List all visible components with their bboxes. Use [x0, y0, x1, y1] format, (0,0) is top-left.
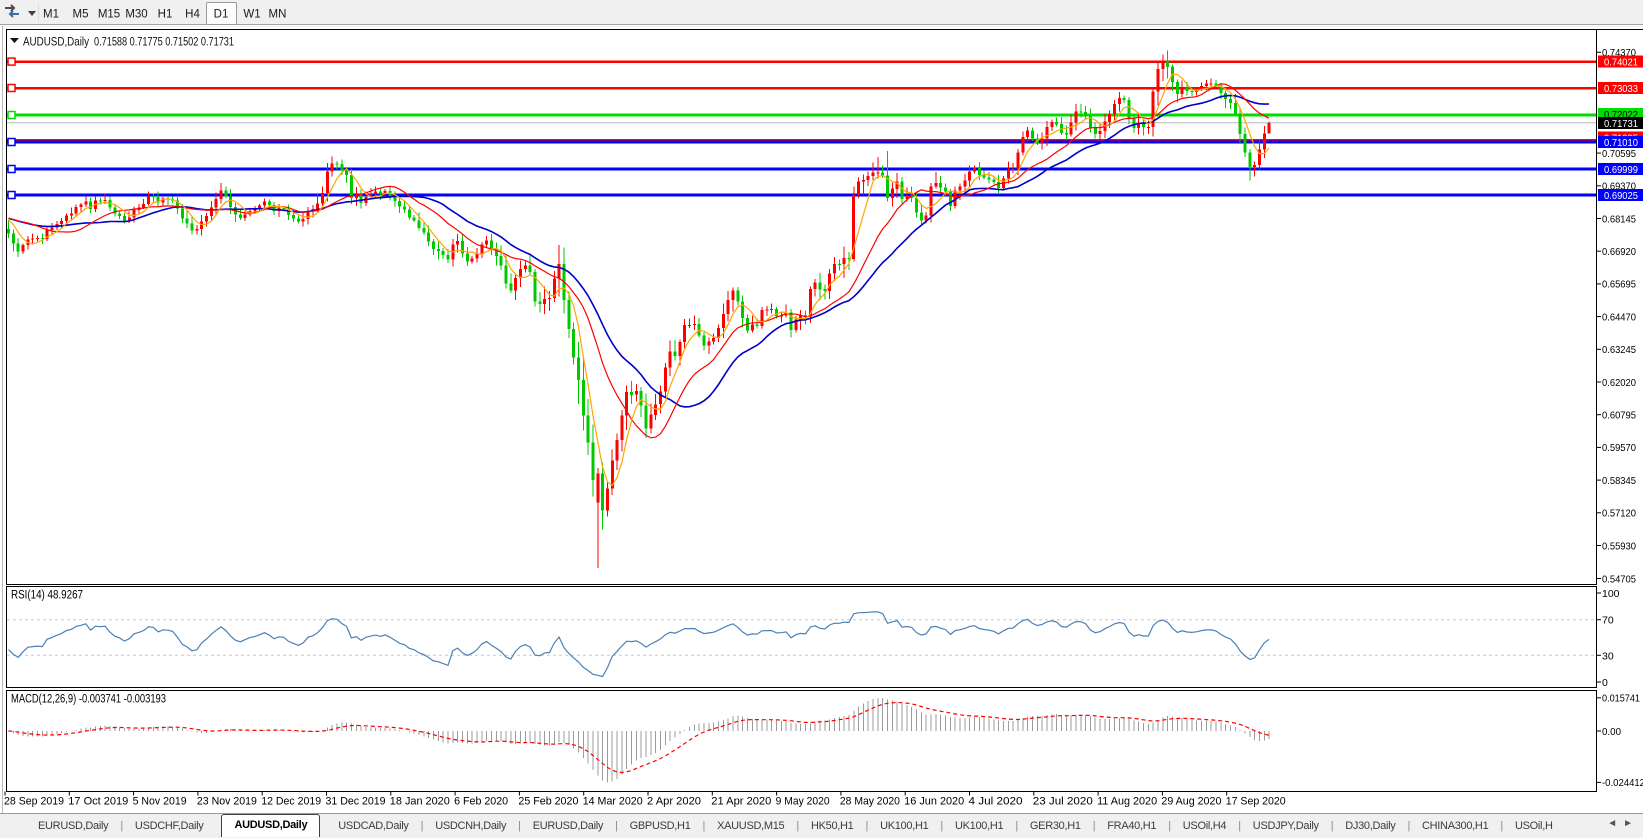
svg-text:30: 30 — [1602, 650, 1614, 662]
svg-text:M5: M5 — [73, 9, 89, 21]
svg-text:0.60795: 0.60795 — [1602, 410, 1636, 422]
svg-text:0.69025: 0.69025 — [1604, 190, 1638, 202]
svg-text:AUDUSD,Daily: AUDUSD,Daily — [23, 35, 90, 49]
svg-text:70: 70 — [1602, 615, 1614, 627]
svg-text:0.71588 0.71775 0.71502 0.7173: 0.71588 0.71775 0.71502 0.71731 — [94, 35, 234, 49]
svg-text:16 Jun 2020: 16 Jun 2020 — [904, 796, 964, 808]
svg-text:0.66920: 0.66920 — [1602, 246, 1636, 258]
svg-text:31 Dec 2019: 31 Dec 2019 — [326, 796, 386, 808]
svg-text:100: 100 — [1602, 588, 1620, 600]
svg-text:M30: M30 — [125, 9, 147, 21]
svg-text:MACD(12,26,9) -0.003741 -0.003: MACD(12,26,9) -0.003741 -0.003193 — [11, 694, 166, 706]
svg-text:MN: MN — [269, 9, 287, 21]
svg-text:0.62020: 0.62020 — [1602, 377, 1636, 389]
svg-text:0.55930: 0.55930 — [1602, 540, 1636, 552]
svg-text:0.68145: 0.68145 — [1602, 213, 1636, 225]
svg-text:D1: D1 — [214, 9, 229, 21]
svg-text:0.73033: 0.73033 — [1604, 83, 1638, 95]
svg-text:0.63245: 0.63245 — [1602, 344, 1636, 356]
svg-text:11 Aug 2020: 11 Aug 2020 — [1097, 796, 1157, 808]
svg-text:23 Jul 2020: 23 Jul 2020 — [1033, 796, 1093, 808]
svg-text:RSI(14) 48.9267: RSI(14) 48.9267 — [11, 590, 83, 602]
svg-text:0.71731: 0.71731 — [1604, 118, 1638, 130]
svg-text:W1: W1 — [243, 9, 260, 21]
svg-text:28 May 2020: 28 May 2020 — [840, 796, 900, 808]
svg-text:H1: H1 — [158, 9, 173, 21]
svg-text:6 Feb 2020: 6 Feb 2020 — [454, 796, 508, 808]
svg-text:0.015741: 0.015741 — [1602, 693, 1640, 705]
svg-text:21 Apr 2020: 21 Apr 2020 — [711, 796, 771, 808]
svg-text:M15: M15 — [98, 9, 120, 21]
svg-text:0.65695: 0.65695 — [1602, 279, 1636, 291]
svg-text:0.58345: 0.58345 — [1602, 475, 1636, 487]
svg-text:18 Jan 2020: 18 Jan 2020 — [390, 796, 450, 808]
svg-text:0.70595: 0.70595 — [1602, 148, 1636, 160]
svg-text:17 Oct 2019: 17 Oct 2019 — [68, 796, 128, 808]
svg-text:2 Apr 2020: 2 Apr 2020 — [647, 796, 701, 808]
svg-text:29 Aug 2020: 29 Aug 2020 — [1161, 796, 1221, 808]
svg-text:0.71010: 0.71010 — [1604, 137, 1638, 149]
svg-text:0.00: 0.00 — [1602, 726, 1621, 738]
svg-text:14 Mar 2020: 14 Mar 2020 — [583, 796, 643, 808]
svg-text:H4: H4 — [185, 9, 200, 21]
svg-text:M1: M1 — [43, 9, 59, 21]
svg-text:28 Sep 2019: 28 Sep 2019 — [4, 796, 64, 808]
svg-text:0.74021: 0.74021 — [1604, 57, 1638, 69]
svg-text:0.57120: 0.57120 — [1602, 508, 1636, 520]
svg-text:4 Jul 2020: 4 Jul 2020 — [969, 796, 1023, 808]
svg-text:0: 0 — [1602, 677, 1608, 689]
svg-text:-0.024412: -0.024412 — [1602, 777, 1643, 789]
svg-text:0.59570: 0.59570 — [1602, 442, 1636, 454]
svg-text:25 Feb 2020: 25 Feb 2020 — [518, 796, 578, 808]
svg-text:12 Dec 2019: 12 Dec 2019 — [261, 796, 321, 808]
svg-text:0.69999: 0.69999 — [1604, 164, 1638, 176]
svg-text:23 Nov 2019: 23 Nov 2019 — [197, 796, 257, 808]
svg-text:17 Sep 2020: 17 Sep 2020 — [1226, 796, 1286, 808]
svg-text:5 Nov 2019: 5 Nov 2019 — [133, 796, 187, 808]
svg-text:0.54705: 0.54705 — [1602, 573, 1636, 585]
svg-text:9 May 2020: 9 May 2020 — [776, 796, 830, 808]
svg-text:0.64470: 0.64470 — [1602, 311, 1636, 323]
